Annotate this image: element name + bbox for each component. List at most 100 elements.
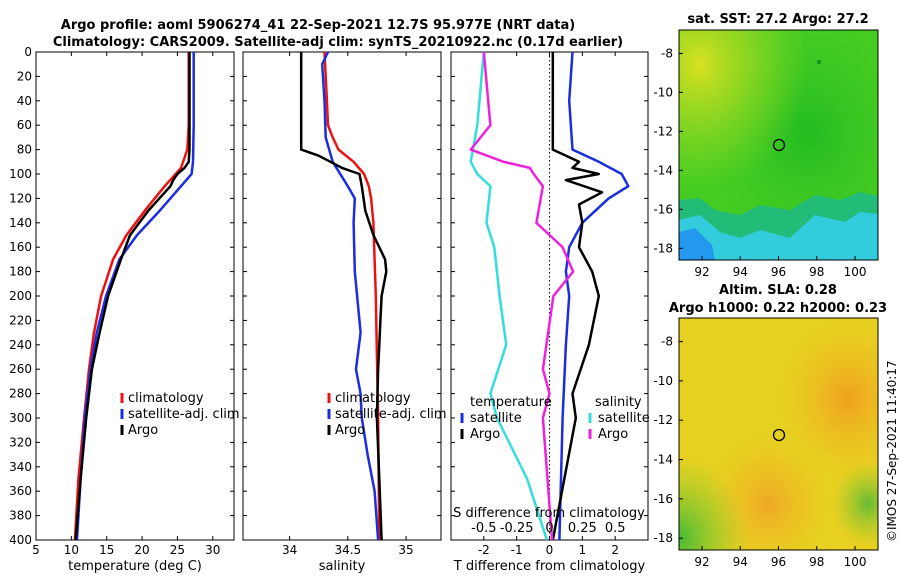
difference-panel: -2 -1 0 1 2 T difference from climatology temp… [450,51,650,574]
diff-top-xtick-label-0: -0.5 [471,521,496,536]
sla-xtick-label-96: 96 [771,555,786,569]
sal-legend-label-0: climatology [335,391,411,406]
temp-ytick-label-120: 120 [9,191,32,205]
sla-ytick-label--14: -14 [653,453,673,467]
diff-series-t-satellite [558,51,630,541]
diff-top-xtick-label-3: 0.25 [568,521,597,536]
temp-ytick-label-280: 280 [9,387,32,401]
temp-ytick-label-80: 80 [17,143,32,157]
sal-legend-label-2: Argo [335,423,365,438]
temp-ytick-label-180: 180 [9,265,32,279]
temp-ytick-label-380: 380 [9,509,32,523]
temp-ytick-label-160: 160 [9,240,32,254]
temp-ytick-label-340: 340 [9,460,32,474]
temp-xtick-label-5: 5 [32,543,40,557]
sst-ytick-label--12: -12 [653,124,673,138]
legend-salinity-title: salinity [595,395,642,410]
temp-xtick-label-20: 20 [134,543,149,557]
sal-xtick-label-34.5: 34.5 [334,543,361,557]
diff-series-t-argo [551,52,604,541]
sla-xtick-label-94: 94 [733,555,748,569]
temp-ytick-label-140: 140 [9,216,32,230]
diff-top-xtick-label-4: 0.5 [605,521,626,536]
legend-temperature-title: temperature [470,395,552,410]
sst-xtick-label-96: 96 [771,265,786,279]
temp-xtick-label-30: 30 [205,543,220,557]
sal-axes-frame [242,51,442,541]
sst-map-cyan-patch [679,212,878,260]
sst-map [678,29,879,261]
temp-ytick-label-260: 260 [9,362,32,376]
sst-xtick-label-98: 98 [809,265,824,279]
sla-ytick-label--8: -8 [661,335,673,349]
temp-legend-label-1: satellite-adj. clim [128,407,240,422]
diff-legend-label-2: satellite [598,411,650,426]
sal-legend-label-1: satellite-adj. clim [335,407,447,422]
title-line2: Climatology: CARS2009. Satellite-adj cli… [53,35,623,50]
diff-xlabel: T difference from climatology [453,559,646,574]
watermark: ©IMOS 27-Sep-2021 11:40:17 [885,360,899,542]
sst-ytick-label--14: -14 [653,163,673,177]
sst-xtick-label-94: 94 [733,265,748,279]
temp-legend-label-0: climatology [128,391,204,406]
diff-xtick-label-2: 2 [611,543,619,557]
temp-legend-label-2: Argo [128,423,158,438]
diff-top-xlabel: S difference from climatology [453,506,645,521]
sla-ytick-label--16: -16 [653,492,673,506]
sla-map-green-field-2 [679,318,878,550]
sal-xlabel: salinity [319,559,366,574]
temp-xtick-label-25: 25 [170,543,185,557]
sal-series-climatology [323,51,381,541]
sla-map-title-2: Argo h1000: 0.22 h2000: 0.23 [669,301,887,316]
sal-series-satellite-adj-clim [320,51,380,541]
sst-xtick-label-92: 92 [694,265,709,279]
salinity-panel: 34 34.5 35 salinity climatologysatellite-adj… [242,51,447,574]
temp-ytick-label-200: 200 [9,289,32,303]
temp-axes-frame [35,51,235,541]
sla-map-axes: 92 94 96 98 100 -8 -10 -12 -14 -16 -18 [653,335,866,569]
temp-ytick-label-300: 300 [9,411,32,425]
temp-series-satellite-adj-clim [75,52,195,541]
diff-xtick-label-1: 1 [579,543,587,557]
temp-xlabel: temperature (deg C) [68,559,202,574]
sst-ytick-label--8: -8 [661,46,673,60]
diff-legend-label-3: Argo [598,427,628,442]
sst-map-axes: 92 94 96 98 100 -8 -10 -12 -14 -16 -18 [653,46,866,279]
sst-map-blue-patch [679,228,715,260]
sst-map-title: sat. SST: 27.2 Argo: 27.2 [687,12,868,27]
diff-xtick-label--2: -2 [478,543,490,557]
sst-map-pixel [817,60,821,64]
diff-series-s-argo [469,51,575,541]
sal-series-argo [299,52,388,541]
diff-top-xtick-label-2: 0 [545,521,553,536]
temp-ytick-label-240: 240 [9,338,32,352]
sst-ytick-label--16: -16 [653,202,673,216]
temp-ytick-label-400: 400 [9,533,32,547]
temp-ytick-label-0: 0 [24,45,32,59]
temp-ytick-label-20: 20 [17,69,32,83]
sal-xtick-label-35: 35 [398,543,413,557]
sst-ytick-label--10: -10 [653,85,673,99]
temp-ytick-label-60: 60 [17,118,32,132]
diff-legend-label-0: satellite [470,411,522,426]
temp-ytick-label-360: 360 [9,484,32,498]
diff-legend-label-1: Argo [470,427,500,442]
sla-ytick-label--12: -12 [653,413,673,427]
diff-xtick-label-0: 0 [546,543,554,557]
temp-ytick-label-320: 320 [9,435,32,449]
sla-ytick-label--18: -18 [653,531,673,545]
temp-series-argo [74,52,191,541]
sla-map [678,317,879,551]
diff-xtick-label--1: -1 [511,543,523,557]
title-line1: Argo profile: aoml 5906274_41 22-Sep-202… [61,18,575,33]
sla-xtick-label-92: 92 [694,555,709,569]
sla-xtick-label-100: 100 [844,555,867,569]
sla-xtick-label-98: 98 [809,555,824,569]
diff-top-xtick-label-1: -0.25 [500,521,534,536]
sla-float-marker [772,428,786,442]
sla-ytick-label--10: -10 [653,374,673,388]
temperature-panel: 0 20 40 60 80 100 120 140 160 180 200 220 240 260 280 3… [9,45,240,574]
temp-ytick-label-220: 220 [9,313,32,327]
temp-ytick-label-40: 40 [17,94,32,108]
